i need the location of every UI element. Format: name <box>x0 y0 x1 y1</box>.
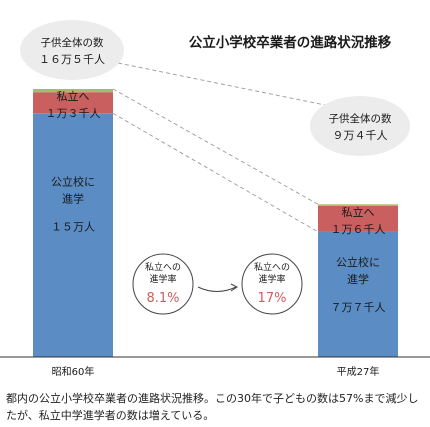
public-label-1: 公立校に <box>51 174 95 188</box>
public-label-1: 公立校に <box>336 255 380 269</box>
connector-bubble <box>117 62 331 107</box>
total-bubble <box>310 96 410 156</box>
total-bubble-value: ９万４千人 <box>333 129 388 142</box>
rate-circle <box>132 253 194 315</box>
rate-label-2: 進学率 <box>258 273 285 285</box>
bar-segment-2-2 <box>318 205 398 232</box>
public-label-2: 進学 <box>62 191 84 205</box>
rate-arrow <box>197 286 237 292</box>
private-label-1: 私立へ <box>57 89 90 103</box>
caption: 都内の公立小学校卒業者の進路状況推移。この30年で子どもの数は57%まで減少した… <box>6 392 419 422</box>
chart-title: 公立小学校卒業者の進路状況推移 <box>189 34 392 51</box>
total-bubble-label: 子供全体の数 <box>41 36 104 49</box>
bar-segment-1-2 <box>33 92 113 114</box>
bar-segment-1-3 <box>33 89 113 93</box>
category-label: 昭和60年 <box>52 365 95 378</box>
connector-public <box>112 113 319 233</box>
bar-segment-2-3 <box>318 204 398 206</box>
total-bubble-value: １６万５千人 <box>39 53 105 66</box>
category-label: 平成27年 <box>337 365 380 378</box>
bar-segment-2-1 <box>318 231 398 357</box>
rate-value: 17% <box>258 291 287 306</box>
private-label-2: １万６千人 <box>331 223 386 236</box>
rate-label-2: 進学率 <box>149 273 176 285</box>
rate-label-1: 私立への <box>145 261 181 273</box>
connector-total <box>112 88 319 205</box>
rate-circle <box>241 253 303 315</box>
bar-segment-1-1 <box>33 113 113 358</box>
rate-label-1: 私立への <box>254 261 290 273</box>
public-label-3: １５万人 <box>51 220 95 233</box>
chart-area: 子供全体の数 １６万５千人 子供全体の数 ９万４千人 私立へ １万３千人 公立校に 進学 １５… <box>0 20 430 378</box>
public-label-2: 進学 <box>347 272 369 286</box>
rate-arrow-head <box>230 283 238 292</box>
private-label-2: １万３千人 <box>46 107 101 120</box>
total-bubble-label: 子供全体の数 <box>329 112 392 125</box>
total-bubble <box>20 20 124 80</box>
rate-value: 8.1% <box>146 291 179 306</box>
public-label-3: ７万７千人 <box>331 301 386 314</box>
private-label-1: 私立へ <box>342 205 375 219</box>
